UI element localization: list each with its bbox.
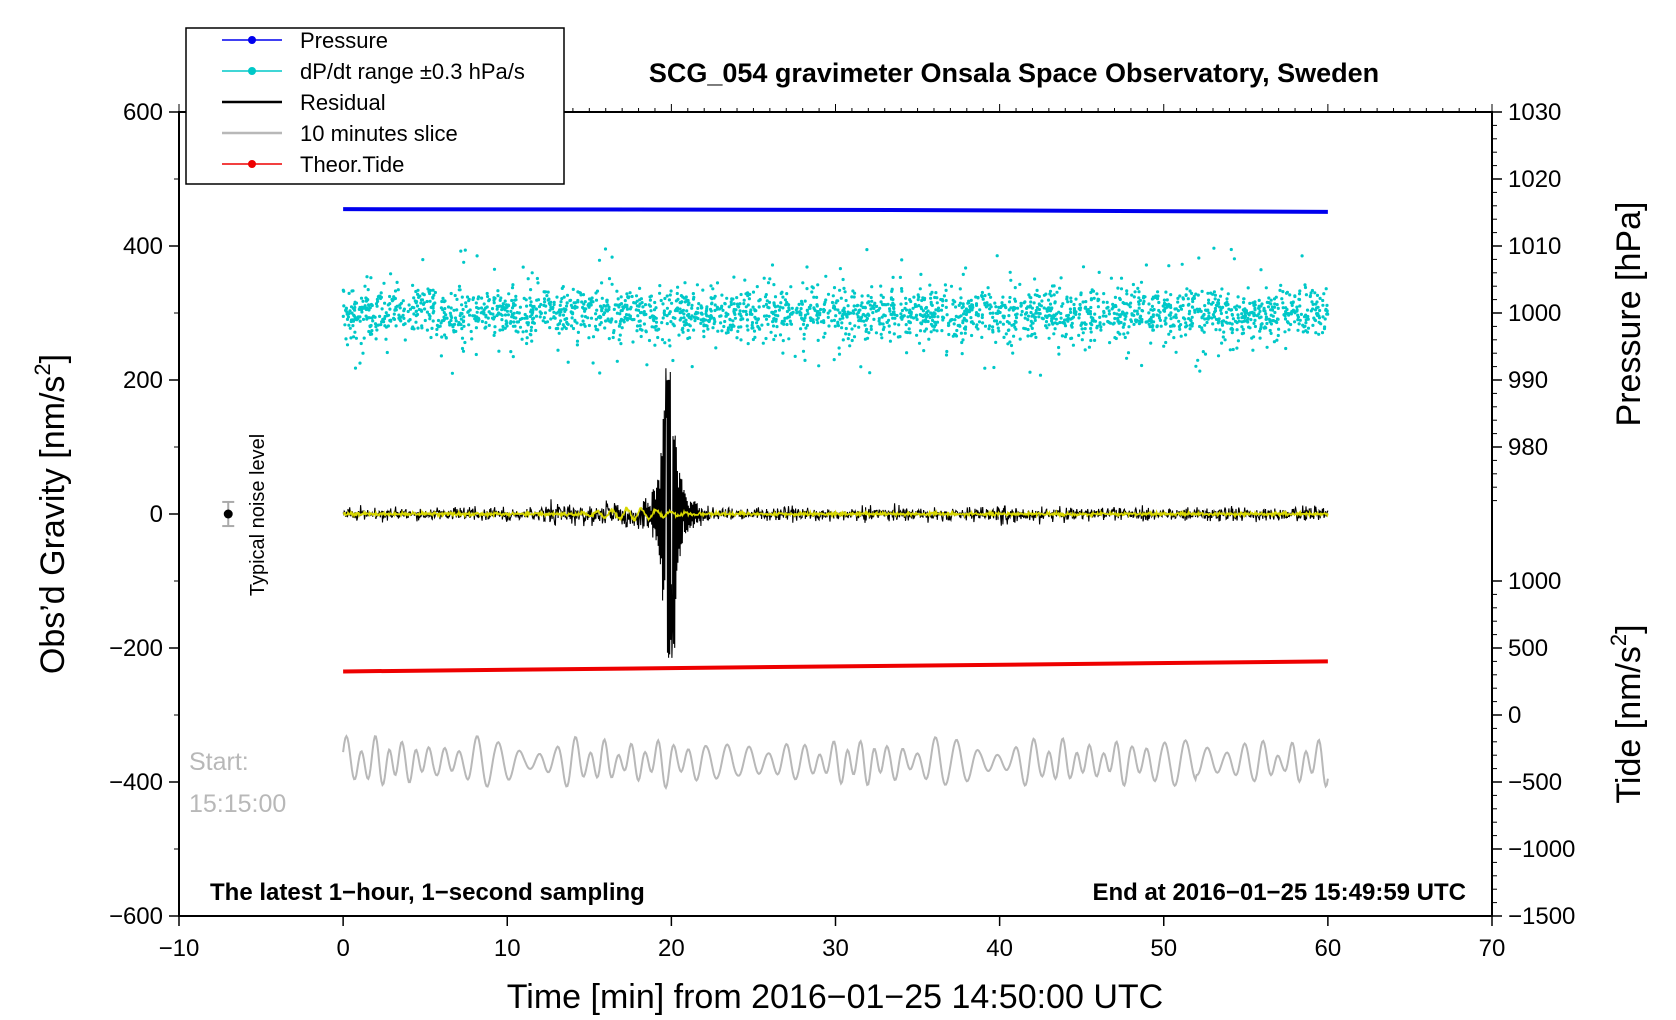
legend-item-tide: Theor.Tide xyxy=(222,152,404,177)
x-axis-title: Time [min] from 2016−01−25 14:50:00 UTC xyxy=(507,978,1163,1016)
legend-box xyxy=(185,27,565,185)
y-left-tick-label: −400 xyxy=(109,769,163,796)
y-tide-tick-label: 500 xyxy=(1508,635,1548,662)
legend-label-tide: Theor.Tide xyxy=(300,152,404,177)
series-layer xyxy=(341,207,1330,791)
y-left-tick-label: 600 xyxy=(123,99,163,126)
start-time: 15:15:00 xyxy=(189,790,286,818)
legend-marker-tide xyxy=(248,160,256,168)
series-residual-fit-line xyxy=(342,506,1329,523)
y-axis-title-left-main: Obs’d Gravity [nm/s xyxy=(34,376,72,675)
axes-layer: −10 0 10 20 30 40 50 60 70−600−400−2000200400600… xyxy=(109,99,1575,962)
legend-label-slice: 10 minutes slice xyxy=(300,121,458,146)
x-tick-label: 10 xyxy=(494,935,521,962)
noise-level-point xyxy=(223,509,233,519)
y-pressure-tick-label: 1010 xyxy=(1508,233,1561,260)
start-label: Start: xyxy=(189,748,249,776)
y-tide-tick-label: −1500 xyxy=(1508,903,1575,930)
y-left-tick-label: 0 xyxy=(150,501,163,528)
y-left-tick-label: 200 xyxy=(123,367,163,394)
y-tide-tick-label: 1000 xyxy=(1508,568,1561,595)
legend-item-pressure: Pressure xyxy=(222,28,388,53)
legend-item-slice: 10 minutes slice xyxy=(222,121,458,146)
legend: Pressure dP/dt range ±0.3 hPa/s Residual… xyxy=(185,27,565,185)
y-left-tick-label: −600 xyxy=(109,903,163,930)
noise-level-marker: Typical noise level xyxy=(222,434,269,596)
series-dpdt-points xyxy=(341,246,1330,377)
series-tide-line xyxy=(343,659,1328,674)
series-pressure-line xyxy=(343,207,1328,214)
x-tick-label: 50 xyxy=(1150,935,1177,962)
y-axis-title-left-sup: 2 xyxy=(30,363,55,375)
noise-level-label: Typical noise level xyxy=(247,434,269,596)
y-tide-tick-label: −1000 xyxy=(1508,836,1575,863)
x-tick-label: 30 xyxy=(822,935,849,962)
legend-item-residual: Residual xyxy=(222,90,386,115)
y-pressure-tick-label: 990 xyxy=(1508,367,1548,394)
y-axis-title-tide: Tide [nm/s2] xyxy=(1606,624,1648,803)
y-axis-title-left: Obs’d Gravity [nm/s2] xyxy=(30,354,72,674)
x-tick-label: 20 xyxy=(658,935,685,962)
y-pressure-tick-label: 1020 xyxy=(1508,166,1561,193)
y-tide-tick-label: −500 xyxy=(1508,769,1562,796)
x-tick-label: 0 xyxy=(336,935,349,962)
x-tick-label: 60 xyxy=(1315,935,1342,962)
x-tick-label: −10 xyxy=(159,935,200,962)
x-tick-label: 70 xyxy=(1479,935,1506,962)
y-axis-title-left-close: ] xyxy=(34,354,72,363)
legend-label-residual: Residual xyxy=(300,90,386,115)
y-pressure-tick-label: 980 xyxy=(1508,434,1548,461)
legend-label-dpdt: dP/dt range ±0.3 hPa/s xyxy=(300,59,525,84)
legend-marker-dpdt xyxy=(248,67,256,75)
y-pressure-tick-label: 1000 xyxy=(1508,300,1561,327)
y-pressure-tick-label: 1030 xyxy=(1508,99,1561,126)
y-axis-title-pressure: Pressure [hPa] xyxy=(1610,202,1648,427)
x-tick-label: 40 xyxy=(986,935,1013,962)
chart-title: SCG_054 gravimeter Onsala Space Observat… xyxy=(649,58,1379,88)
y-tide-tick-label: 0 xyxy=(1508,702,1521,729)
bottom-left-note: The latest 1−hour, 1−second sampling xyxy=(210,879,645,906)
bottom-right-note: End at 2016−01−25 15:49:59 UTC xyxy=(1092,879,1466,906)
y-left-tick-label: 400 xyxy=(123,233,163,260)
y-axis-title-tide-main: Tide [nm/s xyxy=(1610,646,1648,803)
series-slice-line xyxy=(342,734,1329,791)
y-left-tick-label: −200 xyxy=(109,635,163,662)
y-axis-title-tide-sup: 2 xyxy=(1606,634,1631,646)
legend-label-pressure: Pressure xyxy=(300,28,388,53)
y-axis-title-tide-close: ] xyxy=(1610,624,1648,633)
legend-item-dpdt: dP/dt range ±0.3 hPa/s xyxy=(222,59,525,84)
legend-marker-pressure xyxy=(248,36,256,44)
